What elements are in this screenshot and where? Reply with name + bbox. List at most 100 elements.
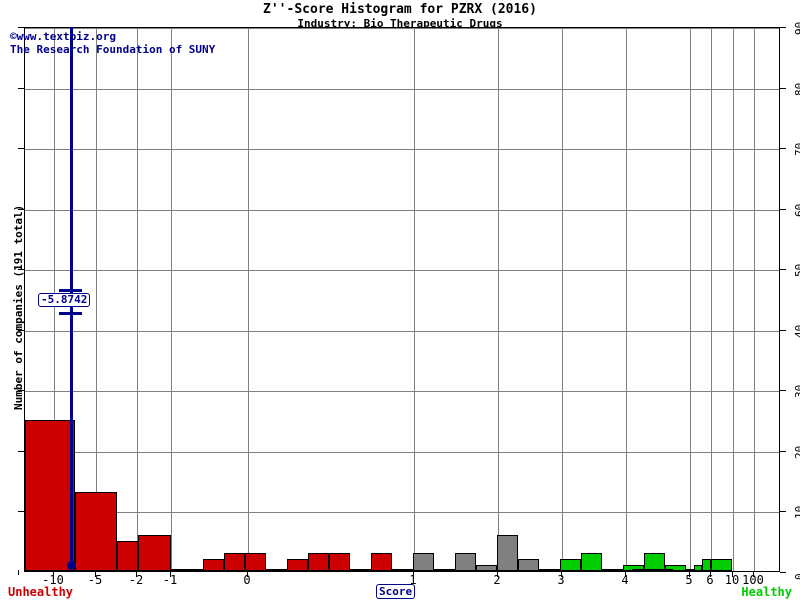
histogram-bar — [455, 552, 476, 571]
x-tick-label: 10 — [724, 573, 740, 587]
gridline-horizontal — [25, 451, 779, 453]
histogram-bar — [25, 419, 75, 571]
y-tick-label: 30 — [793, 385, 800, 399]
y-tick-label: 70 — [793, 142, 800, 157]
histogram-bar — [171, 569, 203, 571]
x-tick-label: 3 — [557, 573, 565, 587]
y-tick-mark-left — [18, 269, 24, 271]
x-axis-label: Score — [376, 584, 416, 599]
y-tick-mark-left — [18, 87, 24, 89]
footer-healthy-label: Healthy — [741, 585, 792, 599]
credit-line-2: The Research Foundation of SUNY — [10, 43, 216, 56]
histogram-bar — [632, 569, 673, 571]
histogram-bar — [476, 564, 497, 571]
x-tick-label: -5 — [87, 573, 103, 587]
histogram-bar — [350, 569, 371, 571]
histogram-bar — [224, 552, 245, 571]
page-title: Z''-Score Histogram for PZRX (2016) — [263, 2, 537, 17]
gridline-vertical — [96, 28, 97, 571]
y-tick-mark-left — [18, 208, 24, 210]
gridline-horizontal — [25, 391, 779, 393]
axis-origin-mark — [18, 570, 19, 575]
x-tick-mark — [732, 572, 733, 577]
histogram-bar — [497, 534, 518, 571]
histogram-bar — [138, 534, 171, 571]
marker-value-label: -5.8742 — [38, 293, 91, 307]
chart-subtitle: Industry: Bio Therapeutic Drugs — [297, 17, 503, 30]
x-tick-mark — [689, 572, 690, 577]
y-tick-mark — [780, 148, 786, 150]
x-tick-label: -1 — [162, 573, 178, 587]
x-tick-label: 0 — [243, 573, 251, 587]
x-tick-mark — [53, 572, 54, 577]
histogram-bar — [266, 569, 287, 571]
histogram-bar — [371, 552, 392, 571]
x-tick-mark — [136, 572, 137, 577]
x-tick-mark — [497, 572, 498, 577]
y-tick-label: 50 — [793, 263, 800, 278]
histogram-bar — [203, 558, 224, 571]
y-tick-mark-left — [18, 148, 24, 150]
y-tick-mark — [780, 450, 786, 452]
x-tick-mark — [413, 572, 414, 577]
gridline-vertical — [137, 28, 138, 571]
gridline-horizontal — [25, 330, 779, 332]
gridline-horizontal — [25, 149, 779, 151]
gridline-vertical — [414, 28, 415, 571]
gridline-vertical — [733, 28, 734, 571]
histogram-bar — [665, 564, 686, 571]
x-tick-mark — [710, 572, 711, 577]
marker-cap — [59, 312, 82, 315]
gridline-horizontal — [25, 88, 779, 90]
histogram-bar — [581, 552, 602, 571]
y-tick-label: 0 — [793, 573, 800, 580]
y-tick-mark — [780, 27, 786, 28]
y-tick-mark — [780, 269, 786, 271]
x-tick-label: 1 — [409, 573, 417, 587]
histogram-bar — [602, 569, 623, 571]
y-tick-label: 60 — [793, 203, 800, 217]
x-tick-label: 2 — [493, 573, 501, 587]
histogram-bar — [75, 492, 117, 571]
plot-area — [24, 27, 780, 572]
x-tick-mark — [95, 572, 96, 577]
histogram-bar — [560, 558, 581, 571]
histogram-bar — [539, 569, 560, 571]
gridline-vertical — [171, 28, 172, 571]
y-tick-mark-left — [18, 511, 24, 513]
y-tick-mark — [780, 511, 786, 513]
y-tick-mark — [780, 572, 786, 573]
histogram-bar — [518, 558, 539, 571]
gridline-vertical — [562, 28, 563, 571]
histogram-bar — [287, 558, 308, 571]
y-tick-mark-left — [18, 450, 24, 452]
x-tick-mark — [625, 572, 626, 577]
histogram-bar — [686, 569, 694, 571]
histogram-bar — [434, 569, 455, 571]
gridline-vertical — [626, 28, 627, 571]
histogram-bar — [117, 540, 138, 571]
y-tick-mark — [780, 87, 786, 89]
gridline-horizontal — [25, 270, 779, 272]
y-tick-mark — [780, 390, 786, 392]
y-tick-label: 40 — [793, 324, 800, 338]
histogram-bar — [245, 552, 266, 571]
gridline-horizontal — [25, 512, 779, 514]
gridline-horizontal — [25, 209, 779, 211]
y-tick-mark-left — [18, 329, 24, 331]
y-tick-mark — [780, 208, 786, 210]
y-tick-mark — [780, 329, 786, 331]
y-tick-label: 10 — [793, 506, 800, 520]
marker-cap — [59, 289, 82, 292]
gridline-vertical — [498, 28, 499, 571]
gridline-vertical — [754, 28, 755, 571]
x-tick-label: 5 — [685, 573, 693, 587]
histogram-bar — [413, 552, 434, 571]
marker-dot — [67, 561, 76, 570]
gridline-vertical — [690, 28, 691, 571]
x-tick-mark — [247, 572, 248, 577]
x-tick-label: 100 — [742, 573, 764, 587]
y-tick-label: 20 — [793, 445, 800, 459]
y-tick-label: 90 — [793, 21, 800, 35]
